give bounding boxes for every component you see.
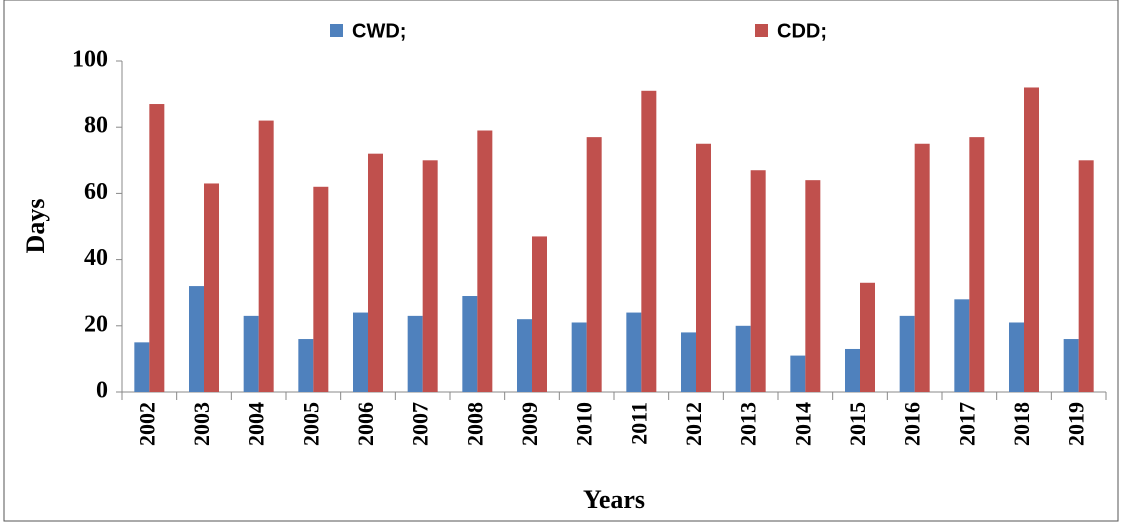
bar xyxy=(805,180,821,392)
frame xyxy=(3,0,1119,522)
bar xyxy=(532,236,547,392)
bar xyxy=(258,120,274,392)
bar xyxy=(696,143,711,392)
x-tick-label: 2004 xyxy=(244,402,269,446)
x-tick-label: 2011 xyxy=(626,402,651,445)
bar xyxy=(641,90,657,392)
bar xyxy=(1078,160,1094,392)
bar xyxy=(860,282,875,392)
y-tick-label: 20 xyxy=(84,311,108,337)
y-tick-label: 80 xyxy=(84,113,108,139)
legend-label: CWD; xyxy=(352,20,406,42)
y-tick-label: 100 xyxy=(72,47,108,73)
legend-swatch xyxy=(330,24,343,37)
x-tick-label: 2003 xyxy=(189,402,214,446)
bar xyxy=(1063,339,1079,392)
bar xyxy=(189,286,204,392)
legend-label: CDD; xyxy=(777,20,827,42)
bar xyxy=(368,153,383,392)
bar xyxy=(134,342,150,392)
bar xyxy=(517,319,532,392)
y-tick-label: 60 xyxy=(84,179,108,205)
bar xyxy=(969,137,985,392)
bar xyxy=(462,296,478,392)
x-axis-title: Years xyxy=(583,485,645,514)
x-tick-label: 2009 xyxy=(517,402,542,446)
bar xyxy=(298,339,314,392)
bar xyxy=(954,299,970,392)
bar xyxy=(407,315,423,392)
bar xyxy=(243,315,259,392)
bar xyxy=(313,186,329,392)
bar xyxy=(681,332,696,392)
x-tick-label: 2005 xyxy=(298,402,323,446)
x-tick-label: 2006 xyxy=(353,402,378,446)
bar xyxy=(626,312,642,392)
x-tick-label: 2017 xyxy=(954,402,979,446)
legend-swatch xyxy=(755,24,768,37)
x-tick-label: 2002 xyxy=(134,402,159,446)
bar xyxy=(353,312,368,392)
x-tick-label: 2013 xyxy=(736,402,761,446)
bar xyxy=(1009,322,1024,392)
x-tick-label: 2018 xyxy=(1009,402,1034,446)
bar xyxy=(1024,87,1039,392)
y-axis-title: Days xyxy=(21,199,50,254)
x-tick-label: 2016 xyxy=(900,402,925,446)
x-tick-label: 2007 xyxy=(408,402,433,446)
bar xyxy=(735,325,751,392)
bar xyxy=(477,130,493,392)
x-tick-label: 2010 xyxy=(572,402,597,446)
x-tick-label: 2012 xyxy=(681,402,706,446)
bar xyxy=(571,322,587,392)
bar xyxy=(422,160,438,392)
bar xyxy=(790,355,806,392)
bar xyxy=(914,143,930,392)
bar xyxy=(586,137,602,392)
y-tick-label: 0 xyxy=(96,378,108,404)
x-tick-label: 2019 xyxy=(1064,402,1089,446)
x-tick-label: 2014 xyxy=(790,402,815,446)
y-tick-label: 40 xyxy=(84,245,108,271)
bar xyxy=(899,315,915,392)
bar xyxy=(149,104,165,392)
bar xyxy=(204,183,219,392)
x-tick-label: 2008 xyxy=(462,402,487,446)
x-tick-label: 2015 xyxy=(845,402,870,446)
bar xyxy=(845,348,860,392)
bar xyxy=(750,170,766,392)
